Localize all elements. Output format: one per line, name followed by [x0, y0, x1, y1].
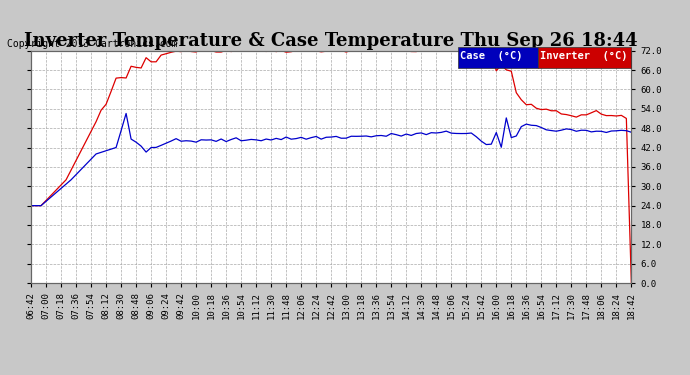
- Text: Copyright 2013 Cartronics.com: Copyright 2013 Cartronics.com: [7, 39, 177, 50]
- Text: Inverter  (°C): Inverter (°C): [540, 51, 627, 61]
- Title: Inverter Temperature & Case Temperature Thu Sep 26 18:44: Inverter Temperature & Case Temperature …: [24, 33, 638, 51]
- Text: Case  (°C): Case (°C): [460, 51, 523, 61]
